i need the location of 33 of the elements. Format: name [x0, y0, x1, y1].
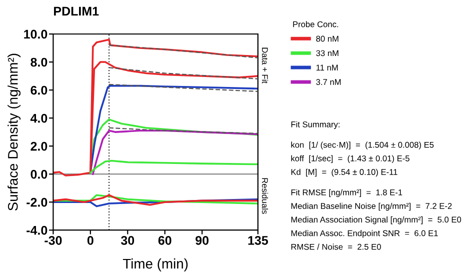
- text: Residuals: [262, 178, 268, 214]
- x-tick-label: 60: [158, 236, 172, 245]
- y-tick-label: 2.0: [30, 142, 48, 151]
- text: Fit Summary:: [291, 121, 340, 130]
- x-tick-label: 135: [248, 236, 268, 245]
- text: Fit RMSE [ng/mm²] = 1.8 E-1: [291, 189, 402, 198]
- y-tick-label: 6.0: [30, 86, 48, 95]
- y-tick-label: 0.0: [30, 170, 48, 179]
- y-tick-label: -2.0: [26, 198, 48, 207]
- text: Median Association Signal [ng/mm²] = 5.0 E0: [291, 216, 462, 224]
- text: Median Assoc. Endpoint SNR = 6.0 E1: [291, 230, 438, 238]
- x-tick-label: -30: [44, 236, 62, 245]
- legend-title: Probe Conc.: [293, 21, 338, 28]
- text: Median Baseline Noise [ng/mm²] = 7.2 E-2: [291, 202, 452, 211]
- y-tick-label: 4.0: [30, 114, 48, 123]
- legend-label: 3.7 nM: [316, 79, 341, 85]
- x-tick-label: 0: [87, 236, 94, 245]
- x-axis-title: Time (min): [122, 258, 188, 272]
- y-tick-label: -4.0: [26, 226, 48, 235]
- text: RMSE / Noise = 2.5 E0: [291, 244, 381, 250]
- legend-label: 11 nM: [316, 64, 338, 70]
- legend-label: 33 nM: [316, 50, 338, 56]
- y-tick-label: 10.0: [24, 30, 48, 39]
- legend-label: 80 nM: [316, 36, 338, 42]
- text: Kd [M] = (9.54 ± 0.10) E-11: [291, 168, 398, 177]
- text: Data + Fit: [262, 48, 268, 84]
- chart-title: PDLIM1: [54, 6, 99, 16]
- text: kon [1/ (sec·M)] = (1.504 ± 0.008) E5: [291, 142, 434, 150]
- y-tick-label: 8.0: [30, 58, 48, 67]
- x-tick-label: 90: [196, 236, 209, 245]
- y-axis-title: Surface Density (ng/mm²): [8, 54, 21, 211]
- x-tick-label: 30: [120, 236, 134, 245]
- text: koff [1/sec] = (1.43 ± 0.01) E-5: [291, 155, 410, 164]
